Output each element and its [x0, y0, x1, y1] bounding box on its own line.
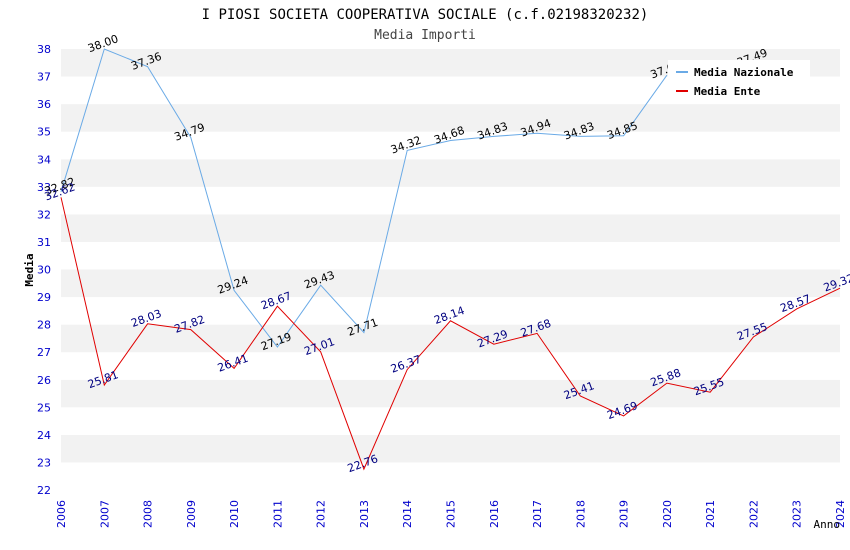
y-tick-label: 33 [37, 181, 51, 194]
x-tick-label: 2023 [791, 500, 804, 528]
grid-bands [61, 49, 840, 490]
x-tick-label: 2008 [142, 500, 155, 528]
grid-band [61, 131, 840, 160]
legend: Media Nazionale Media Ente [668, 60, 810, 102]
y-tick-label: 34 [37, 153, 51, 166]
legend-label: Media Nazionale [694, 66, 794, 79]
x-tick-label: 2011 [271, 500, 284, 528]
y-tick-label: 36 [37, 98, 51, 111]
x-tick-label: 2020 [661, 500, 674, 528]
y-tick-label: 32 [37, 208, 51, 221]
x-tick-label: 2024 [834, 500, 847, 528]
x-axis-label: Anno [814, 518, 841, 531]
x-tick-label: 2016 [488, 500, 501, 528]
y-tick-label: 28 [37, 319, 51, 332]
x-tick-label: 2015 [445, 500, 458, 528]
grid-band [61, 269, 840, 298]
y-tick-label: 30 [37, 264, 51, 277]
legend-box [668, 60, 810, 102]
x-tick-label: 2012 [315, 500, 328, 528]
x-tick-label: 2019 [618, 500, 631, 528]
grid-band [61, 379, 840, 408]
series-lines [60, 48, 841, 471]
grid-band [61, 104, 840, 132]
x-tick-label: 2013 [358, 500, 371, 528]
y-tick-label: 27 [37, 346, 51, 359]
x-tick-label: 2014 [401, 500, 414, 528]
grid-band [61, 352, 840, 380]
y-tick-label: 24 [37, 429, 51, 442]
y-tick-label: 26 [37, 374, 51, 387]
y-tick-label: 31 [37, 236, 51, 249]
y-tick-label: 25 [37, 401, 51, 414]
x-axis-ticks: 2006 2007 2008 2009 2010 2011 2012 2013 2014 2015… [55, 500, 847, 528]
chart-title: I PIOSI SOCIETA COOPERATIVA SOCIALE (c.f… [202, 7, 649, 23]
x-tick-label: 2006 [55, 500, 68, 528]
y-tick-label: 35 [37, 126, 51, 139]
series-line-0 [60, 48, 668, 348]
x-tick-label: 2009 [185, 500, 198, 528]
y-tick-label: 37 [37, 71, 51, 84]
grid-band [61, 407, 840, 435]
chart-subtitle: Media Importi [374, 28, 476, 43]
y-tick-label: 22 [37, 484, 51, 497]
y-axis-ticks: 22 23 24 25 26 27 28 29 30 31 32 33 34 35 36 37 38 [37, 43, 51, 497]
y-axis-label: Media [23, 253, 36, 286]
y-tick-label: 29 [37, 291, 51, 304]
x-tick-label: 2017 [531, 500, 544, 528]
grid-band [61, 214, 840, 242]
grid-band [61, 186, 840, 215]
x-tick-label: 2022 [747, 500, 760, 528]
legend-label: Media Ente [694, 85, 761, 98]
series-line-1 [60, 197, 841, 471]
grid-band [61, 462, 840, 490]
y-tick-label: 23 [37, 456, 51, 469]
grid-band [61, 159, 840, 187]
grid-band [61, 241, 840, 270]
x-tick-label: 2007 [98, 500, 111, 528]
grid-band [61, 297, 840, 325]
x-tick-label: 2010 [228, 500, 241, 528]
grid-band [61, 434, 840, 463]
x-tick-label: 2021 [704, 500, 717, 528]
y-tick-label: 38 [37, 43, 51, 56]
x-tick-label: 2018 [574, 500, 587, 528]
